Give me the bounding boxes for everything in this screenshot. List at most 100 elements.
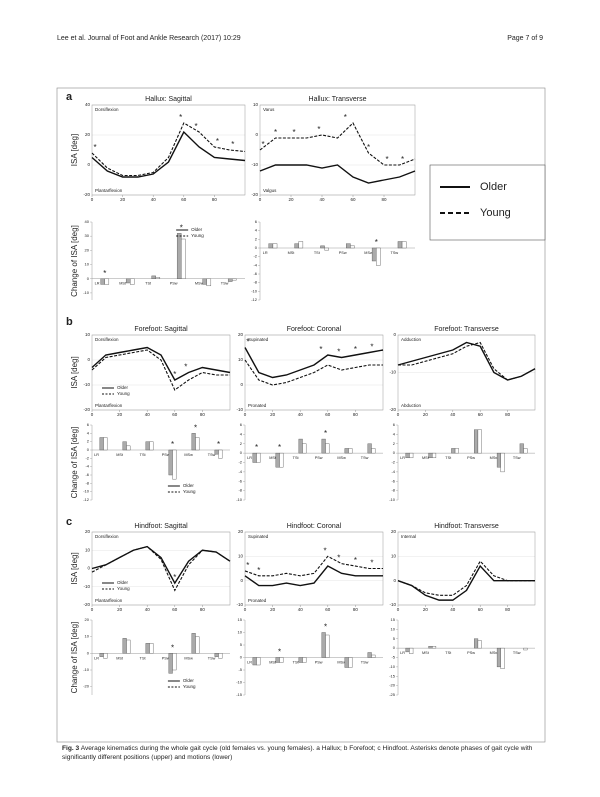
phase-label: MSt [422,651,430,655]
phase-label: TSt [140,656,147,660]
y-tick-label: 0 [87,447,90,452]
x-tick-label: 20 [270,412,276,417]
asterisk: * [173,370,176,379]
x-tick-label: 20 [288,197,294,202]
y-tick-label: -10 [251,162,258,167]
asterisk: * [293,128,296,137]
bar-older [151,275,156,279]
bar-young [302,657,307,663]
bar-older [496,452,501,468]
y-tick-label: 0 [87,276,90,281]
phase-label: PSw [315,661,323,665]
bar-young [325,443,330,454]
legend-label: Young [480,207,511,219]
asterisk: * [103,269,106,278]
region-label: Abduction [401,403,422,408]
phase-label: TSw [208,656,216,660]
y-tick-label: 20 [238,332,244,337]
phase-label: PSw [170,282,178,286]
phase-label: LR [400,651,405,655]
bar-older [344,448,349,454]
bar-older [321,438,326,454]
x-tick-label: 60 [325,607,331,612]
phase-label: PSw [315,456,323,460]
bar-older [275,452,280,468]
phase-label: TSt [145,282,152,286]
asterisk: * [231,140,234,149]
bar-older [176,233,182,279]
y-tick-label: 20 [85,529,91,534]
y-tick-label: -10 [83,382,90,387]
y-tick-label: 5 [240,642,243,647]
asterisk: * [246,561,249,570]
y-axis-label: Change of ISA [deg] [70,622,79,694]
bar-older [168,653,173,674]
x-tick-label: 80 [200,607,206,612]
phase-label: TSt [314,251,321,255]
y-tick-label: 2 [240,441,243,446]
plot-frame [244,334,384,411]
y-tick-label: -10 [83,667,90,672]
y-tick-label: -6 [238,478,242,483]
x-tick-label: 80 [212,197,218,202]
plot-frame [91,104,246,196]
curve-young [91,545,231,592]
region-label: Supinated [248,534,269,539]
bar-older [122,638,127,654]
y-tick-label: -10 [389,370,396,375]
legend-label: Older [480,181,507,193]
bar-young [477,429,482,454]
plot-frame [91,334,231,411]
plot-frame [259,104,416,196]
region-label: Varus [263,107,275,112]
caption: Fig. 3 Average kinematics during the who… [62,744,542,762]
phase-label: TSw [361,661,369,665]
phase-label: TSt [293,661,300,665]
x-tick-label: 0 [397,607,400,612]
phase-label: LR [247,661,252,665]
asterisk: * [317,125,320,134]
bar-older [405,647,410,653]
y-tick-label: 6 [87,422,90,427]
y-tick-label: 0 [87,650,90,655]
bar-young [376,247,381,266]
asterisk: * [274,128,277,137]
phase-label: TSw [221,282,229,286]
y-tick-label: 0 [393,645,396,650]
plot-title: Forefoot: Sagittal [134,326,188,333]
y-tick-label: -10 [251,288,258,293]
phase-label: LR [95,282,100,286]
y-tick-label: 10 [391,626,396,631]
asterisk: * [386,155,389,164]
bar-older [344,657,349,668]
bar-older [496,647,501,668]
plot-title: Hindfoot: Coronal [287,523,342,530]
bar-young [348,657,353,668]
y-tick-label: -4 [238,469,242,474]
x-tick-label: 60 [181,197,187,202]
asterisk: * [323,546,326,555]
region-label: Valgus [263,188,277,193]
region-label: Supinated [248,337,269,342]
legend-label: Older [183,678,195,683]
y-tick-label: 0 [240,655,243,660]
y-tick-label: 40 [85,219,90,224]
asterisk: * [367,143,370,152]
bar-young [409,647,414,654]
phase-label: MSt [116,656,124,660]
bar-older [100,278,105,285]
asterisk: * [401,155,404,164]
legend-label: Older [191,227,203,232]
x-tick-label: 40 [298,412,304,417]
x-tick-label: 20 [270,607,276,612]
phase-label: MSw [364,251,373,255]
x-tick-label: 0 [91,412,94,417]
y-tick-label: 6 [240,422,243,427]
y-tick-label: 0 [87,162,90,167]
y-tick-label: -12 [83,497,90,502]
asterisk: * [246,338,249,347]
y-tick-label: 10 [238,554,244,559]
asterisk: * [278,648,281,657]
x-tick-label: 40 [145,607,151,612]
